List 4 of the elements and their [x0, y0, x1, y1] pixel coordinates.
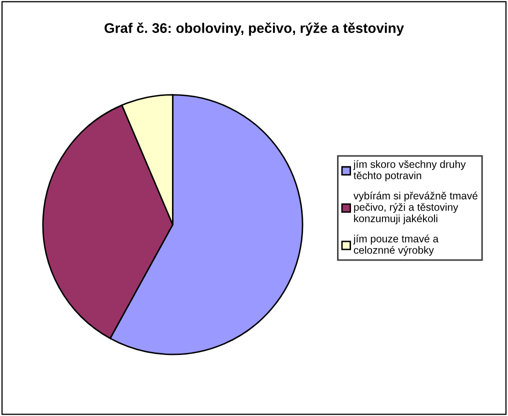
legend-label: vybírám si převážně tmavé pečivo, rýži a těstoviny konzumuji jakékoli: [353, 192, 478, 224]
chart-title: Graf č. 36: oboloviny, pečivo, rýže a těstoviny: [104, 22, 404, 36]
legend-label: jím skoro všechny druhy těchto potravin: [353, 160, 466, 182]
legend-label: jím pouze tmavé a celoznné výrobky: [353, 234, 439, 256]
